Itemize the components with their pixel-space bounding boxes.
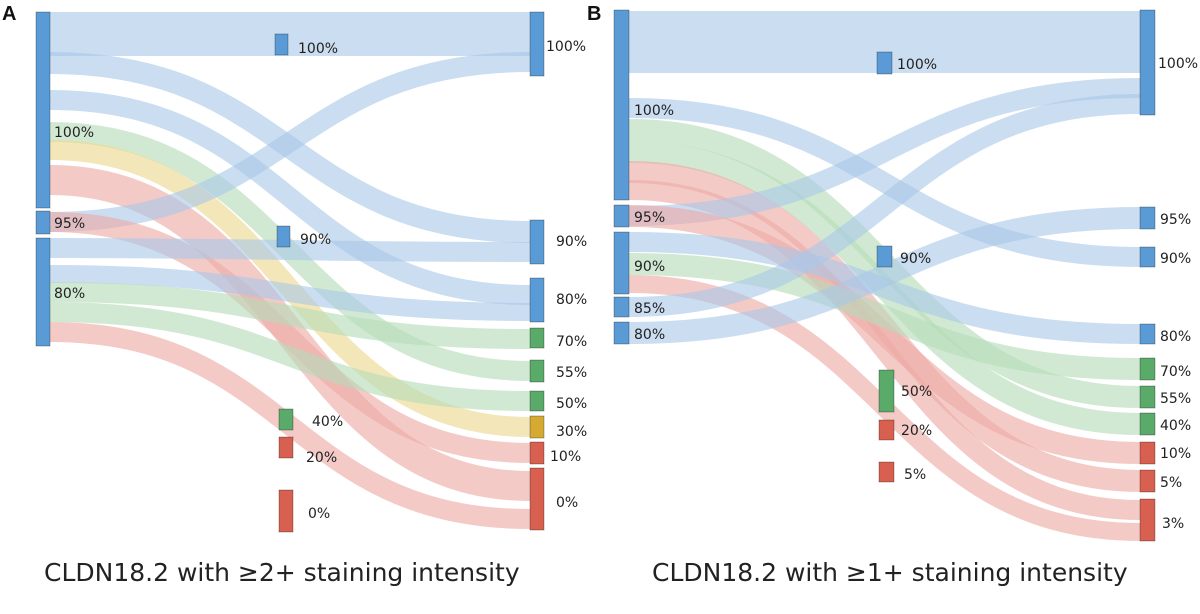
node-label-b_r100: 100% xyxy=(1158,56,1198,72)
flow-link-b_l100-to-b_r90 xyxy=(628,98,1141,267)
node-b_r10 xyxy=(1139,441,1156,465)
node-b_r70 xyxy=(1139,357,1156,381)
node-label-a_m0: 0% xyxy=(308,506,330,522)
node-b_l100 xyxy=(613,9,630,201)
node-label-b_l85: 85% xyxy=(634,301,665,317)
node-label-b_m50: 50% xyxy=(901,384,932,400)
node-a_r0 xyxy=(529,467,545,531)
flow-link-b_l90-to-b_r70 xyxy=(628,253,1141,380)
sankey-figure: 100% 95% 80% 100% 90% 40% 20% 0% 100% 90% 80% 70% 55… xyxy=(2,3,1198,542)
node-b_r80 xyxy=(1139,323,1156,345)
node-label-b_r70: 70% xyxy=(1160,364,1191,380)
node-a_m90 xyxy=(276,225,291,248)
flow-link-a_l80-to-a_r90 xyxy=(49,238,531,262)
panel-letter-b: B xyxy=(587,3,601,25)
flow-link-b_l90-to-b_r80 xyxy=(628,232,1141,344)
node-label-a_l100: 100% xyxy=(54,125,94,141)
node-label-b_r40: 40% xyxy=(1160,418,1191,434)
node-b_r90 xyxy=(1139,246,1156,268)
flow-link-a_l80-to-a_r80 xyxy=(49,265,531,321)
node-label-b_r10: 10% xyxy=(1160,446,1191,462)
node-label-b_m100: 100% xyxy=(897,57,937,73)
panel-letter-a: A xyxy=(2,3,16,25)
node-label-a_r90: 90% xyxy=(556,234,587,250)
node-label-a_m20: 20% xyxy=(306,450,337,466)
node-b_l85 xyxy=(613,296,630,318)
node-a_r30 xyxy=(529,415,545,439)
node-label-b_l90: 90% xyxy=(634,259,665,275)
node-b_l80 xyxy=(613,321,630,345)
node-label-b_r80: 80% xyxy=(1160,329,1191,345)
node-b_m20 xyxy=(878,419,895,441)
node-b_r40 xyxy=(1139,412,1156,436)
links-layer xyxy=(49,10,1141,541)
node-b_r55 xyxy=(1139,385,1156,409)
node-label-a_r70: 70% xyxy=(556,334,587,350)
node-label-a_r80: 80% xyxy=(556,292,587,308)
node-a_l80 xyxy=(35,237,51,347)
node-label-a_r50: 50% xyxy=(556,396,587,412)
flow-link-a_l100-to-a_r80 xyxy=(49,90,531,305)
node-label-a_m40: 40% xyxy=(312,414,343,430)
node-a_r55 xyxy=(529,359,545,383)
flow-link-b_l80-to-b_r95 xyxy=(628,207,1141,344)
node-a_r10 xyxy=(529,441,545,465)
node-a_r80 xyxy=(529,277,545,323)
flow-link-b_l85-to-b_r100 xyxy=(628,94,1141,317)
node-a_m100 xyxy=(274,33,289,56)
flow-link-a_l80-to-a_r70 xyxy=(49,282,531,349)
node-a_r100 xyxy=(529,11,545,77)
node-label-a_r10: 10% xyxy=(550,449,581,465)
node-label-a_r55: 55% xyxy=(556,365,587,381)
node-a_l95 xyxy=(35,210,51,235)
node-label-a_l95: 95% xyxy=(54,216,85,232)
caption-panel-a: CLDN18.2 with ≥2+ staining intensity xyxy=(44,558,520,587)
nodes-layer xyxy=(35,9,1156,542)
node-a_r50 xyxy=(529,390,545,412)
node-b_l90 xyxy=(613,231,630,295)
node-label-b_l95: 95% xyxy=(634,210,665,226)
node-label-b_r90: 90% xyxy=(1160,251,1191,267)
node-label-b_r5: 5% xyxy=(1160,475,1182,491)
flow-link-a_l95-to-a_r100 xyxy=(49,52,531,232)
node-label-b_m90: 90% xyxy=(900,251,931,267)
node-label-b_m20: 20% xyxy=(901,423,932,439)
node-b_r95 xyxy=(1139,206,1156,230)
node-b_m50 xyxy=(878,369,895,413)
flow-link-a_l80-to-a_r50 xyxy=(49,302,531,411)
node-label-b_m5: 5% xyxy=(904,467,926,483)
node-label-a_m90: 90% xyxy=(300,232,331,248)
node-a_m20 xyxy=(278,436,294,459)
node-b_r100 xyxy=(1139,9,1156,116)
node-label-b_l100: 100% xyxy=(634,103,674,119)
node-b_r3 xyxy=(1139,498,1156,542)
caption-panel-b: CLDN18.2 with ≥1+ staining intensity xyxy=(652,558,1128,587)
node-label-b_r3: 3% xyxy=(1162,516,1184,532)
node-label-b_r55: 55% xyxy=(1160,391,1191,407)
node-b_m5 xyxy=(878,461,895,483)
node-b_r5 xyxy=(1139,469,1156,493)
node-a_r70 xyxy=(529,327,545,349)
node-a_r90 xyxy=(529,219,545,265)
node-a_m40 xyxy=(278,408,294,431)
node-label-a_r30: 30% xyxy=(556,424,587,440)
flow-link-b_l95-to-b_r100 xyxy=(628,78,1141,226)
node-a_l100 xyxy=(35,11,51,209)
node-b_m90 xyxy=(876,245,893,268)
node-label-b_l80: 80% xyxy=(634,327,665,343)
node-label-b_r95: 95% xyxy=(1160,212,1191,228)
node-label-a_r0: 0% xyxy=(556,495,578,511)
flow-link-b_l95-to-b_r10 xyxy=(628,205,1141,464)
node-label-a_m100: 100% xyxy=(298,41,338,57)
labels-layer: 100% 95% 80% 100% 90% 40% 20% 0% 100% 90% 80% 70% 55… xyxy=(54,39,1198,532)
flow-link-a_l95-to-a_r10 xyxy=(49,212,531,463)
node-a_m0 xyxy=(278,489,294,533)
node-b_l95 xyxy=(613,204,630,228)
node-label-a_r100: 100% xyxy=(546,39,586,55)
node-label-a_l80: 80% xyxy=(54,286,85,302)
node-b_m100 xyxy=(876,51,893,75)
